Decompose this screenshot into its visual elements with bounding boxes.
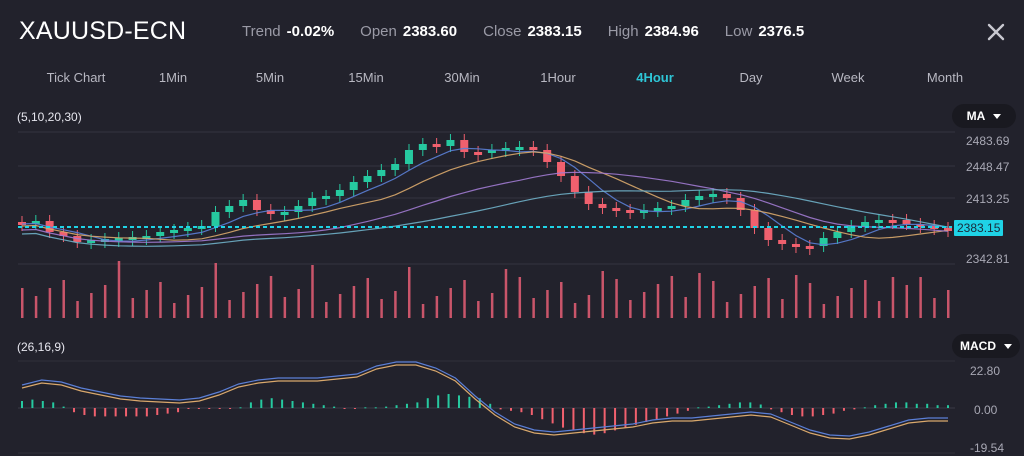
tab-5min[interactable]: 5Min — [255, 70, 285, 85]
macd-axis-label: 22.80 — [970, 364, 1001, 378]
price-axis-label: 2448.47 — [966, 160, 1010, 174]
chevron-down-icon — [1004, 343, 1012, 349]
price-axis-label: 2413.25 — [966, 192, 1010, 206]
stat-open: Open 2383.60 — [360, 23, 457, 40]
tab-30min[interactable]: 30Min — [444, 70, 480, 85]
header: XAUUSD-ECN Trend -0.02% Open 2383.60 Close… — [0, 0, 1024, 62]
macd-indicator-dropdown[interactable]: MACD — [952, 334, 1020, 358]
stat-label: Trend — [242, 23, 281, 40]
stat-low: Low 2376.5 — [725, 23, 804, 40]
ma-dropdown-label: MA — [966, 109, 986, 123]
tab-tick-chart[interactable]: Tick Chart — [46, 70, 106, 85]
ma-indicator-dropdown[interactable]: MA — [952, 104, 1016, 128]
macd-axis-label: -19.54 — [970, 441, 1005, 455]
stat-trend: Trend -0.02% — [242, 23, 334, 40]
macd-dropdown-label: MACD — [960, 339, 996, 353]
stat-value: 2376.5 — [758, 23, 805, 40]
current-price-tag: 2383.15 — [954, 220, 1004, 236]
stat-high: High 2384.96 — [608, 23, 699, 40]
tab-1min[interactable]: 1Min — [158, 70, 188, 85]
price-stats: Trend -0.02% Open 2383.60 Close 2383.15 Hig… — [242, 23, 830, 40]
tab-4hour[interactable]: 4Hour — [636, 70, 674, 85]
timeframe-tabs: Tick Chart 1Min 5Min 15Min 30Min 1Hour 4… — [0, 70, 1024, 96]
stat-label: High — [607, 23, 639, 40]
macd-params-label: (26,16,9) — [17, 340, 66, 354]
stat-value: 2383.60 — [402, 23, 458, 40]
symbol-title: XAUUSD-ECN — [19, 17, 187, 45]
stat-value: -0.02% — [286, 23, 335, 40]
close-button[interactable] — [984, 20, 1008, 44]
stat-label: Low — [724, 23, 753, 40]
tab-1hour[interactable]: 1Hour — [540, 70, 576, 85]
tab-month[interactable]: Month — [926, 70, 964, 85]
macd-axis-label: 0.00 — [974, 403, 998, 417]
stat-label: Open — [360, 23, 397, 40]
tab-15min[interactable]: 15Min — [348, 70, 384, 85]
close-icon — [987, 23, 1005, 41]
price-axis-label: 2342.81 — [966, 252, 1010, 266]
tab-week[interactable]: Week — [831, 70, 865, 85]
stat-value: 2384.96 — [644, 23, 699, 40]
stat-close: Close 2383.15 — [483, 23, 582, 40]
stat-label: Close — [483, 23, 522, 40]
price-axis-label: 2483.69 — [966, 134, 1010, 148]
ma-params-label: (5,10,20,30) — [17, 110, 82, 124]
chevron-down-icon — [993, 113, 1002, 119]
tab-day[interactable]: Day — [739, 70, 763, 85]
stat-value: 2383.15 — [527, 23, 582, 40]
